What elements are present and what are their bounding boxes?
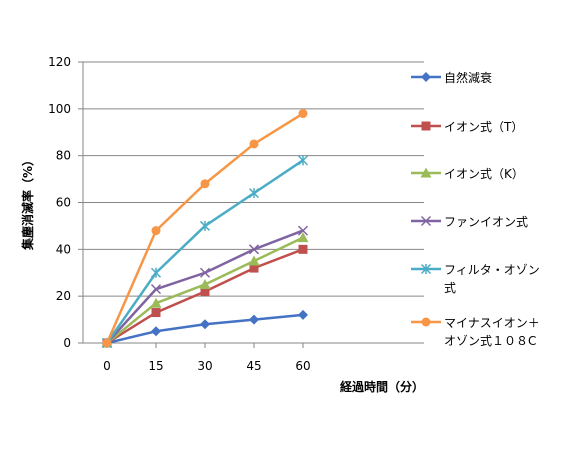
x-tick-label: 0 [103, 359, 111, 373]
axes [78, 61, 424, 348]
legend-label: イオン式（T） [444, 120, 523, 134]
data-point [297, 225, 309, 236]
data-point [150, 267, 162, 278]
legend-label: オゾン式１０８C [444, 334, 536, 348]
legend-marker [420, 215, 432, 227]
legend: 自然減衰イオン式（T）イオン式（K）ファンイオン式フィルタ・オゾン式マイナスイオ… [411, 70, 540, 348]
legend-item: ファンイオン式 [411, 215, 528, 229]
y-tick-labels: 0 20 40 60 80 100 120 [48, 55, 71, 350]
legend-item: フィルタ・オゾン式 [411, 263, 540, 295]
legend-item: イオン式（T） [411, 120, 523, 134]
data-point [249, 314, 259, 325]
data-point [151, 326, 161, 337]
y-tick-label: 120 [48, 55, 71, 69]
data-point [200, 286, 210, 296]
legend-label: 式 [444, 281, 456, 295]
gridlines [83, 61, 424, 297]
x-tick-label: 45 [246, 359, 261, 373]
legend-marker-stroke [420, 215, 432, 227]
data-point [249, 139, 259, 149]
data-point [200, 179, 210, 189]
legend-marker [420, 263, 432, 275]
x-tick-label: 60 [295, 359, 310, 373]
x-axis-label: 経過時間（分） [340, 379, 424, 394]
data-point-stroke [248, 244, 260, 255]
data-point [248, 244, 260, 255]
data-point [298, 244, 308, 254]
y-tick-label: 20 [56, 289, 71, 303]
data-point [102, 338, 112, 348]
legend-label: マイナスイオン＋ [444, 316, 540, 330]
series-group [101, 109, 309, 349]
data-point [151, 308, 161, 318]
data-point [298, 309, 308, 320]
data-point [298, 109, 308, 119]
legend-item: マイナスイオン＋ オゾン式１０８C [411, 316, 540, 348]
data-point [248, 255, 260, 266]
legend-label: ファンイオン式 [444, 215, 528, 229]
data-point [199, 267, 211, 278]
y-tick-label: 0 [63, 336, 71, 350]
legend-label: フィルタ・オゾン [444, 263, 540, 277]
x-tick-label: 30 [197, 359, 212, 373]
legend-marker [421, 72, 431, 82]
y-tick-label: 60 [56, 196, 71, 210]
data-point [297, 232, 309, 243]
data-point-stroke [297, 225, 309, 236]
legend-label: イオン式（K） [444, 167, 524, 181]
data-point [199, 278, 211, 289]
y-axis-label: 集塵消滅率（%） [20, 154, 35, 251]
legend-item: イオン式（K） [411, 167, 524, 181]
data-point [200, 319, 210, 330]
data-point [151, 226, 161, 236]
y-tick-label: 80 [56, 149, 71, 163]
data-point [249, 263, 259, 273]
x-tick-label: 15 [148, 359, 163, 373]
legend-marker [421, 121, 431, 131]
legend-item: 自然減衰 [411, 70, 492, 85]
legend-marker [421, 317, 431, 327]
y-tick-label: 40 [56, 242, 71, 256]
series-6 [102, 109, 308, 348]
data-point [150, 284, 162, 295]
data-point-stroke [199, 267, 211, 278]
data-point [199, 220, 211, 231]
legend-label: 自然減衰 [444, 70, 492, 85]
data-point [150, 297, 162, 308]
x-tick-labels: 0 15 30 45 60 [103, 359, 310, 373]
legend-marker [420, 167, 432, 178]
data-point [297, 155, 309, 166]
y-tick-label: 100 [48, 102, 71, 116]
data-point [248, 188, 260, 199]
data-point-stroke [150, 284, 162, 295]
